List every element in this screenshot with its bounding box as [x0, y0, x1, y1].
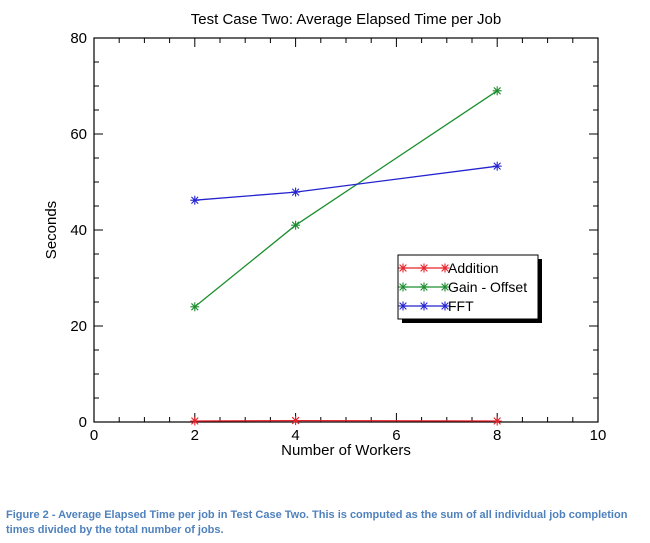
- chart-title: Test Case Two: Average Elapsed Time per …: [191, 11, 501, 28]
- legend-marker: [419, 301, 429, 311]
- legend-marker: [398, 282, 408, 292]
- x-tick-label: 6: [392, 427, 400, 444]
- legend-label: FFT: [448, 298, 474, 314]
- y-tick-labels: 0 20 40 60 80: [70, 30, 87, 431]
- data-point: [492, 416, 502, 426]
- data-point: [291, 187, 301, 197]
- x-axis-label: Number of Workers: [281, 442, 411, 459]
- y-tick-label: 0: [79, 414, 87, 431]
- legend-entry: Gain - Offset: [398, 279, 527, 295]
- legend-marker: [419, 263, 429, 273]
- y-axis-label: Seconds: [43, 201, 60, 259]
- x-tick-label: 10: [590, 427, 607, 444]
- series-layer: [190, 86, 502, 426]
- legend-label: Addition: [448, 260, 499, 276]
- legend-entry: Addition: [398, 260, 499, 276]
- data-point: [190, 416, 200, 426]
- x-tick-label: 8: [493, 427, 501, 444]
- axis-ticks: [93, 37, 599, 423]
- legend-entry: FFT: [398, 298, 474, 314]
- legend-marker: [440, 301, 450, 311]
- data-point: [190, 302, 200, 312]
- data-point: [291, 220, 301, 230]
- legend-marker: [398, 263, 408, 273]
- data-point: [190, 195, 200, 205]
- y-tick-label: 20: [70, 318, 87, 335]
- legend-marker: [419, 282, 429, 292]
- legend-marker: [398, 301, 408, 311]
- data-point: [492, 86, 502, 96]
- data-point: [492, 161, 502, 171]
- figure-caption: Figure 2 - Average Elapsed Time per job …: [6, 509, 628, 536]
- y-tick-label: 60: [70, 126, 87, 143]
- x-tick-label: 2: [191, 427, 199, 444]
- x-tick-label: 0: [90, 427, 98, 444]
- legend-marker: [440, 282, 450, 292]
- x-tick-label: 4: [291, 427, 299, 444]
- legend: Addition Gain - Offset FFT: [397, 254, 542, 323]
- legend-label: Gain - Offset: [448, 279, 527, 295]
- plot-frame: [93, 37, 599, 423]
- x-tick-labels: 0 2 4 6 8 10: [90, 427, 607, 444]
- line-chart: Test Case Two: Average Elapsed Time per …: [43, 11, 607, 459]
- series-line-2: [194, 165, 498, 201]
- data-point: [291, 416, 301, 426]
- y-tick-label: 40: [70, 222, 87, 239]
- legend-marker: [440, 263, 450, 273]
- y-tick-label: 80: [70, 30, 87, 47]
